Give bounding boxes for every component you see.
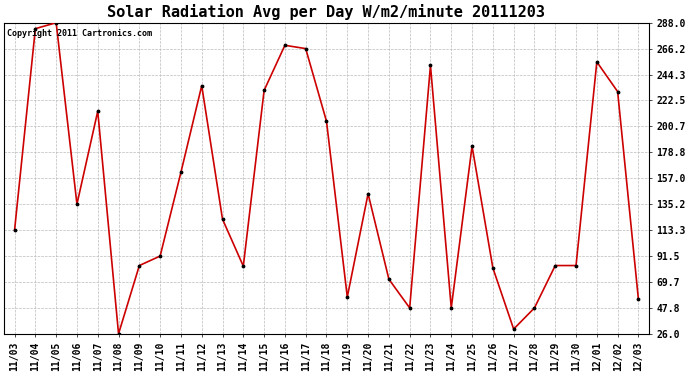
Title: Solar Radiation Avg per Day W/m2/minute 20111203: Solar Radiation Avg per Day W/m2/minute … (108, 4, 546, 20)
Text: Copyright 2011 Cartronics.com: Copyright 2011 Cartronics.com (8, 29, 152, 38)
